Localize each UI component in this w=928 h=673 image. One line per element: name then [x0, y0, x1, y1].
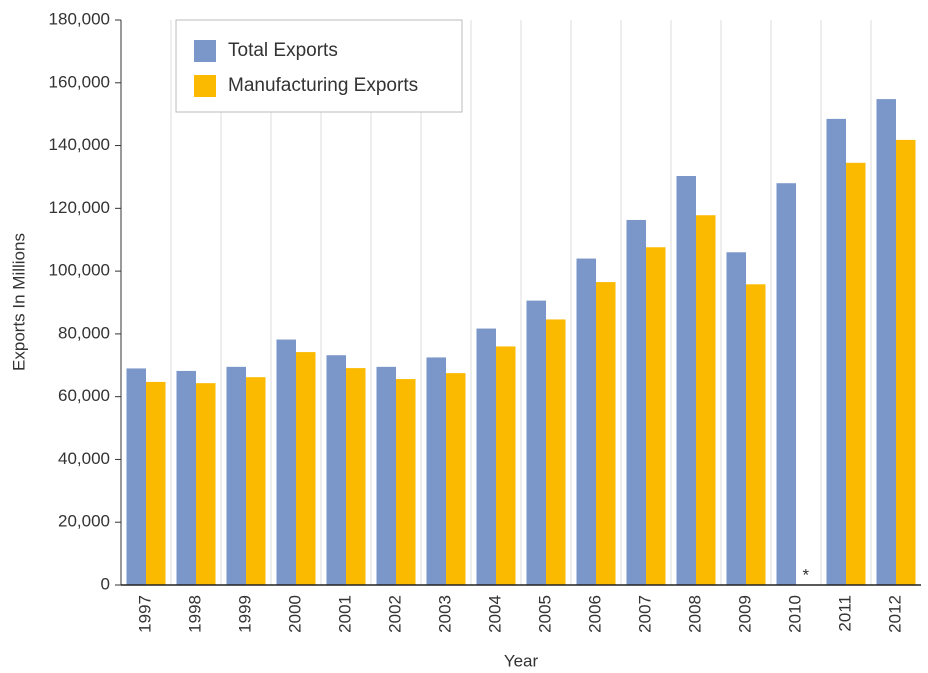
x-tick-label: 2008	[685, 595, 704, 633]
bar	[696, 215, 716, 585]
bar	[496, 346, 516, 585]
x-tick-label: 2004	[485, 595, 504, 633]
bar	[826, 118, 846, 585]
bar	[646, 247, 666, 585]
x-tick-label: 2001	[335, 595, 354, 633]
bar	[846, 162, 866, 585]
bar	[326, 355, 346, 585]
x-tick-label: 1999	[235, 595, 254, 633]
x-tick-label: 2006	[585, 595, 604, 633]
bar	[446, 373, 466, 585]
x-tick-label: 1998	[185, 595, 204, 633]
x-tick-label: 1997	[135, 595, 154, 633]
bar	[226, 366, 246, 585]
bar	[176, 370, 196, 585]
bar	[726, 252, 746, 585]
bar	[776, 183, 796, 585]
y-tick-label: 40,000	[58, 449, 110, 468]
x-tick-label: 2005	[535, 595, 554, 633]
x-tick-label: 2012	[885, 595, 904, 633]
bar	[146, 381, 166, 585]
legend-label: Manufacturing Exports	[228, 75, 418, 96]
y-tick-label: 160,000	[49, 72, 110, 91]
y-tick-label: 60,000	[58, 386, 110, 405]
y-tick-label: 100,000	[49, 261, 110, 280]
y-tick-label: 120,000	[49, 198, 110, 217]
bar	[626, 219, 646, 586]
bar	[746, 284, 766, 585]
bar	[296, 352, 316, 585]
legend-swatch	[194, 75, 216, 97]
y-tick-label: 140,000	[49, 135, 110, 154]
y-tick-label: 20,000	[58, 512, 110, 531]
bar	[246, 377, 266, 585]
x-tick-label: 2011	[835, 595, 854, 632]
legend-swatch	[194, 40, 216, 62]
bar	[376, 366, 396, 585]
bar	[426, 357, 446, 585]
legend-box	[175, 19, 463, 113]
bar	[526, 300, 546, 585]
bar	[196, 383, 216, 585]
y-tick-label: 80,000	[58, 323, 110, 342]
bar	[876, 99, 896, 585]
annotation: *	[802, 565, 809, 584]
bar	[396, 379, 416, 585]
x-tick-label: 2000	[285, 595, 304, 633]
y-tick-label: 180,000	[49, 9, 110, 28]
bar	[476, 328, 496, 585]
bar	[596, 282, 616, 585]
x-axis-title: Year	[504, 651, 539, 670]
x-tick-label: 2009	[735, 595, 754, 633]
bar	[346, 368, 366, 585]
bar	[546, 319, 566, 585]
bar	[126, 368, 146, 585]
y-axis-title: Exports In Millions	[9, 233, 28, 371]
bar	[576, 258, 596, 585]
bar	[676, 176, 696, 585]
bar	[276, 339, 296, 585]
y-tick-label: 0	[101, 574, 110, 593]
x-tick-label: 2002	[385, 595, 404, 633]
x-tick-label: 2003	[435, 595, 454, 633]
legend-label: Total Exports	[228, 40, 338, 61]
x-tick-label: 2010	[785, 595, 804, 633]
x-tick-label: 2007	[635, 595, 654, 633]
bar	[896, 139, 916, 585]
